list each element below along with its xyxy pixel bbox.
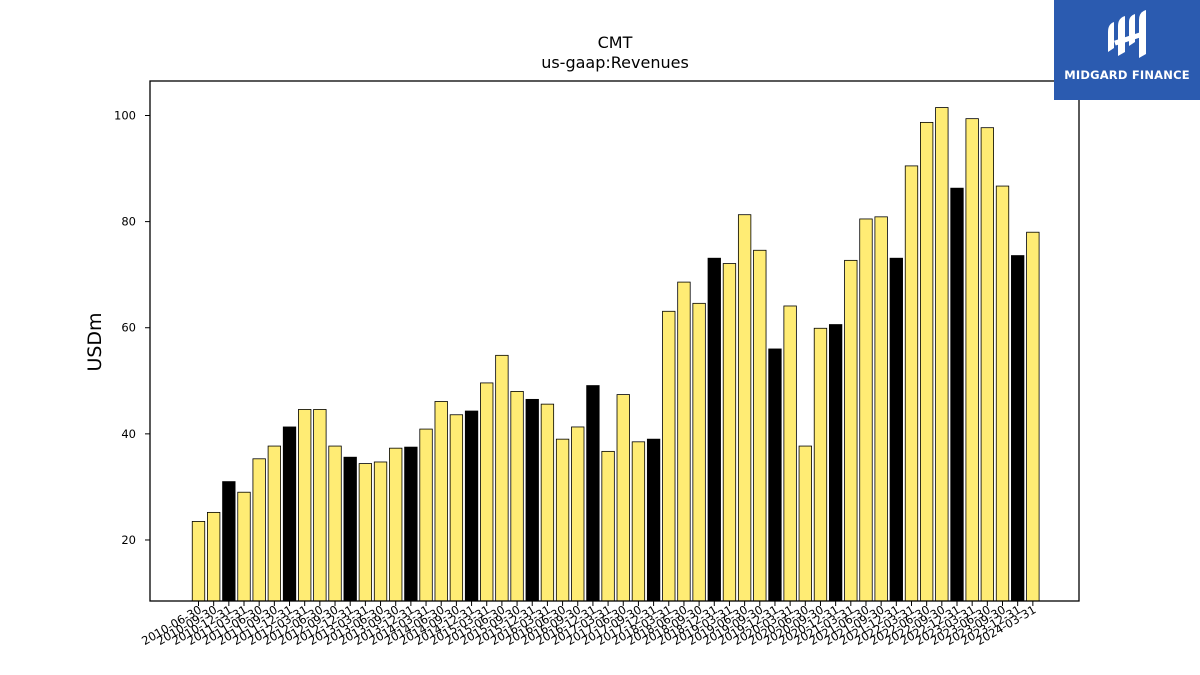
x-ticks: 2010-06-302010-09-302010-12-312011-03-31… (139, 601, 1038, 648)
bar-2013-09-30 (389, 447, 403, 602)
bar-2011-03-31 (237, 491, 251, 602)
bar-2017-03-31 (601, 450, 615, 602)
bar-2016-06-30 (555, 438, 570, 602)
bar-2015-12-31 (525, 398, 539, 602)
bar-2017-06-30 (616, 394, 630, 602)
chart-title: CMT (598, 33, 633, 52)
bar-2012-12-31 (343, 456, 357, 602)
bar-2015-03-31 (480, 382, 494, 602)
bar-2018-06-30 (677, 281, 691, 602)
bar-2013-03-31 (358, 463, 373, 602)
bar-2019-12-31 (768, 348, 782, 602)
bar-2011-09-30 (267, 445, 282, 602)
bar-2010-06-30 (191, 521, 206, 602)
midgard-logo-icon (1108, 10, 1146, 58)
bar-2013-12-31 (404, 446, 418, 602)
bar-2016-03-31 (540, 403, 555, 602)
bar-2019-09-30 (753, 249, 767, 602)
bar-2012-03-31 (298, 409, 312, 602)
bar-2021-09-30 (874, 216, 888, 602)
y-tick-label: 20 (121, 533, 136, 547)
bar-2023-03-31 (965, 118, 979, 602)
bar-2022-12-31 (950, 187, 964, 602)
y-tick-label: 100 (114, 108, 136, 122)
bar-2017-12-31 (646, 438, 661, 602)
bars-layer (191, 107, 1040, 602)
plot-frame (149, 80, 1080, 602)
bar-2018-03-31 (662, 310, 676, 602)
y-tick-label: 40 (121, 427, 136, 441)
y-ticks: 20 40 60 80 100 (114, 108, 150, 547)
logo-text: MIDGARD FINANCE (1064, 68, 1190, 82)
bar-2020-12-31 (828, 324, 843, 602)
bar-2023-12-31 (1011, 255, 1025, 602)
bar-2023-06-30 (980, 127, 994, 602)
bar-2019-03-31 (722, 263, 737, 602)
bar-2014-12-31 (464, 410, 479, 602)
bar-2016-12-31 (586, 385, 600, 602)
bar-2016-09-30 (571, 426, 585, 602)
chart-subtitle: us-gaap:Revenues (541, 53, 689, 72)
y-axis-label: USDm (84, 312, 106, 371)
bar-2012-06-30 (313, 409, 327, 602)
bar-2022-06-30 (920, 121, 934, 602)
bar-2012-09-30 (328, 445, 342, 602)
bar-2019-06-30 (737, 214, 752, 602)
bar-2013-06-30 (373, 461, 388, 602)
bar-2017-09-30 (631, 441, 646, 602)
midgard-finance-logo: MIDGARD FINANCE (1054, 0, 1200, 100)
bar-2023-09-30 (995, 185, 1010, 602)
bar-2014-09-30 (449, 414, 464, 602)
y-tick-label: 80 (121, 215, 136, 229)
bar-2022-09-30 (935, 107, 949, 602)
bar-2018-09-30 (692, 302, 706, 602)
bar-2011-12-31 (282, 426, 297, 602)
bar-2011-06-30 (252, 458, 266, 602)
bar-2024-03-31 (1026, 231, 1040, 602)
bar-2018-12-31 (707, 257, 721, 602)
bar-2015-06-30 (495, 354, 509, 602)
bar-2021-12-31 (889, 257, 903, 602)
bar-2021-06-30 (859, 218, 873, 602)
bar-2010-12-31 (222, 481, 236, 602)
bar-2020-09-30 (813, 327, 828, 602)
bar-2020-06-30 (798, 445, 812, 602)
bar-2015-09-30 (510, 391, 524, 602)
bar-2014-03-31 (419, 428, 433, 602)
bar-2021-03-31 (844, 259, 858, 602)
bar-2022-03-31 (904, 165, 919, 602)
y-tick-label: 60 (121, 321, 136, 335)
bar-2014-06-30 (434, 401, 448, 602)
bar-2020-03-31 (783, 305, 797, 602)
bar-2010-09-30 (207, 511, 221, 602)
